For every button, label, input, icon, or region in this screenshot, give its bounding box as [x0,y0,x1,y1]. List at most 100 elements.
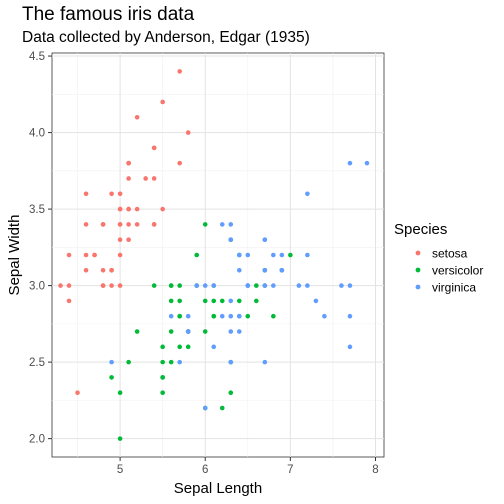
data-point-virginica [237,329,242,334]
data-point-virginica [339,283,344,288]
legend: Species setosa versicolor virginica [394,221,483,295]
data-point-virginica [263,283,268,288]
data-point-setosa [152,222,157,227]
data-point-setosa [186,130,191,135]
data-point-virginica [305,283,310,288]
data-point-virginica [203,283,208,288]
data-point-setosa [84,268,89,273]
data-point-versicolor [194,253,199,258]
data-point-virginica [237,314,242,319]
data-point-versicolor [203,222,208,227]
data-point-setosa [152,146,157,151]
data-point-setosa [126,222,131,227]
data-point-setosa [109,268,114,273]
data-point-versicolor [118,436,123,441]
data-point-virginica [220,222,225,227]
data-point-versicolor [186,345,191,350]
data-point-versicolor [237,299,242,304]
data-point-setosa [126,161,131,166]
data-point-versicolor [118,390,123,395]
data-point-setosa [84,253,89,258]
data-point-setosa [118,237,123,242]
x-tick-label: 5 [117,464,123,476]
legend-key-virginica [416,285,421,290]
data-point-virginica [186,314,191,319]
data-point-setosa [84,222,89,227]
data-point-setosa [177,69,182,74]
legend-key-setosa [416,251,421,256]
data-point-setosa [135,222,140,227]
data-point-versicolor [160,390,165,395]
data-point-versicolor [169,299,174,304]
data-point-virginica [263,360,268,365]
data-point-virginica [348,161,353,166]
y-tick-label: 2.0 [29,434,45,446]
plot-panel [52,53,384,457]
y-tick-label: 3.0 [29,281,45,293]
data-point-setosa [101,222,106,227]
data-point-versicolor [203,299,208,304]
legend-label-versicolor: versicolor [432,264,483,278]
data-point-versicolor [211,314,216,319]
data-point-versicolor [220,299,225,304]
data-point-virginica [169,314,174,319]
data-point-versicolor [135,329,140,334]
y-tick-label: 2.5 [29,357,45,369]
data-point-virginica [263,237,268,242]
data-point-setosa [67,299,72,304]
data-point-versicolor [254,299,259,304]
data-point-versicolor [126,360,131,365]
data-point-virginica [220,314,225,319]
legend-title: Species [394,221,447,238]
data-point-versicolor [160,360,165,365]
data-point-virginica [186,329,191,334]
data-point-setosa [92,253,97,258]
data-point-setosa [126,237,131,242]
data-point-setosa [177,161,182,166]
data-point-setosa [109,191,114,196]
data-point-setosa [135,115,140,120]
data-point-versicolor [109,375,114,380]
data-point-virginica [280,268,285,273]
data-point-virginica [297,283,302,288]
data-point-virginica [263,268,268,273]
data-point-setosa [75,390,80,395]
data-point-virginica [348,314,353,319]
data-point-setosa [152,176,157,181]
x-axis-title: Sepal Length [174,480,262,497]
data-point-virginica [280,253,285,258]
data-point-versicolor [169,360,174,365]
data-point-virginica [194,283,199,288]
data-point-versicolor [160,375,165,380]
data-point-virginica [109,360,114,365]
data-point-versicolor [203,329,208,334]
data-point-setosa [126,176,131,181]
data-point-virginica [348,345,353,350]
data-point-virginica [305,253,310,258]
y-axis-title: Sepal Width [6,215,23,296]
data-point-setosa [101,268,106,273]
data-point-virginica [228,222,233,227]
data-point-virginica [177,360,182,365]
data-point-versicolor [177,314,182,319]
data-point-versicolor [160,345,165,350]
data-point-virginica [271,283,276,288]
legend-key-versicolor [416,268,421,273]
data-point-setosa [101,283,106,288]
data-point-versicolor [288,253,293,258]
data-point-setosa [118,222,123,227]
data-point-setosa [126,207,131,212]
data-point-versicolor [245,314,250,319]
data-point-setosa [67,283,72,288]
data-point-versicolor [152,283,157,288]
data-point-setosa [67,253,72,258]
y-tick-label: 4.0 [29,128,45,140]
data-point-virginica [237,268,242,273]
data-point-setosa [143,176,148,181]
data-point-virginica [228,299,233,304]
data-point-setosa [135,207,140,212]
data-point-virginica [322,314,327,319]
data-point-versicolor [169,283,174,288]
data-point-virginica [203,406,208,411]
